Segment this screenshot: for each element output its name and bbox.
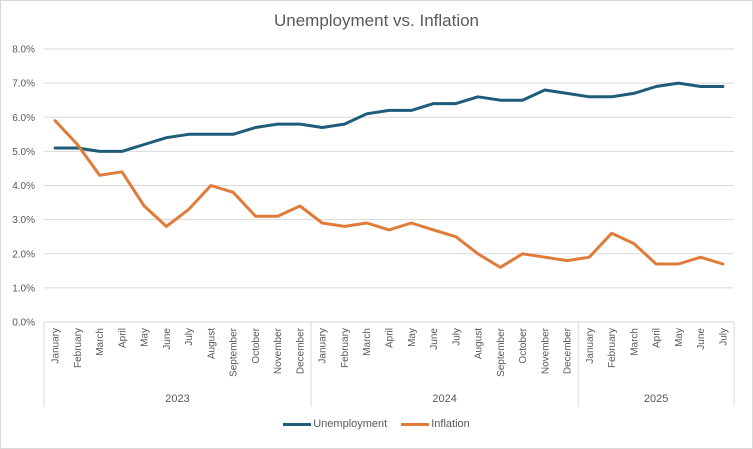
x-tick-label: March: [629, 328, 640, 356]
year-label: 2024: [432, 393, 456, 405]
y-tick-label: 0.0%: [12, 318, 35, 329]
x-tick-label: July: [184, 328, 195, 346]
x-tick-label: August: [206, 328, 217, 359]
x-tick-label: June: [429, 328, 440, 350]
legend-item-unemployment: Unemployment: [283, 418, 387, 430]
x-tick-label: January: [51, 328, 62, 364]
legend-label: Unemployment: [313, 418, 388, 430]
x-tick-label: August: [474, 328, 485, 359]
x-tick-label: December: [295, 327, 306, 374]
y-tick-label: 8.0%: [12, 45, 35, 56]
x-tick-label: January: [318, 328, 329, 364]
series-line-unemployment: [53, 81, 725, 153]
x-tick-label: September: [229, 327, 240, 377]
x-tick-label: April: [652, 328, 663, 348]
y-tick-label: 2.0%: [12, 249, 35, 260]
x-tick-label: February: [607, 328, 618, 368]
legend-swatch: [283, 422, 312, 426]
y-tick-label: 6.0%: [12, 113, 35, 124]
legend-label: Inflation: [431, 418, 470, 430]
legend: Unemployment Inflation: [0, 418, 753, 430]
x-tick-label: December: [563, 327, 574, 374]
x-tick-label: October: [518, 327, 529, 363]
y-tick-label: 1.0%: [12, 283, 35, 294]
x-tick-label: May: [140, 328, 151, 347]
gridlines: [44, 48, 734, 289]
x-axis: 2023 2024 2025 January February March April May…: [43, 321, 735, 407]
x-tick-label: November: [540, 327, 551, 374]
x-tick-label: April: [385, 328, 396, 348]
year-label: 2023: [165, 393, 189, 405]
x-tick-label: July: [718, 328, 729, 346]
x-tick-label: February: [340, 328, 351, 368]
x-tick-label: May: [407, 328, 418, 347]
x-tick-label: June: [162, 328, 173, 350]
year-label: 2025: [644, 393, 668, 405]
series-lines: [53, 81, 725, 269]
x-tick-label: May: [674, 328, 685, 347]
x-tick-label: July: [451, 328, 462, 346]
x-tick-label: March: [95, 328, 106, 356]
x-tick-label: January: [585, 328, 596, 364]
x-tick-label: June: [696, 328, 707, 350]
y-tick-label: 5.0%: [12, 147, 35, 158]
y-tick-label: 3.0%: [12, 215, 35, 226]
x-tick-label: September: [496, 327, 507, 377]
chart-title: Unemployment vs. Inflation: [273, 11, 480, 30]
y-tick-label: 4.0%: [12, 181, 35, 192]
x-tick-label: March: [362, 328, 373, 356]
x-tick-label: November: [273, 327, 284, 374]
x-tick-label: October: [251, 327, 262, 363]
x-tick-label: February: [73, 328, 84, 368]
y-tick-label: 7.0%: [12, 79, 35, 90]
legend-item-inflation: Inflation: [401, 418, 470, 430]
legend-swatch: [401, 422, 430, 426]
x-tick-label: April: [117, 328, 128, 348]
series-line-inflation: [53, 119, 725, 269]
y-axis-ticks: 0.0% 1.0% 2.0% 3.0% 4.0% 5.0% 6.0% 7.0% 8.0%: [12, 45, 35, 329]
